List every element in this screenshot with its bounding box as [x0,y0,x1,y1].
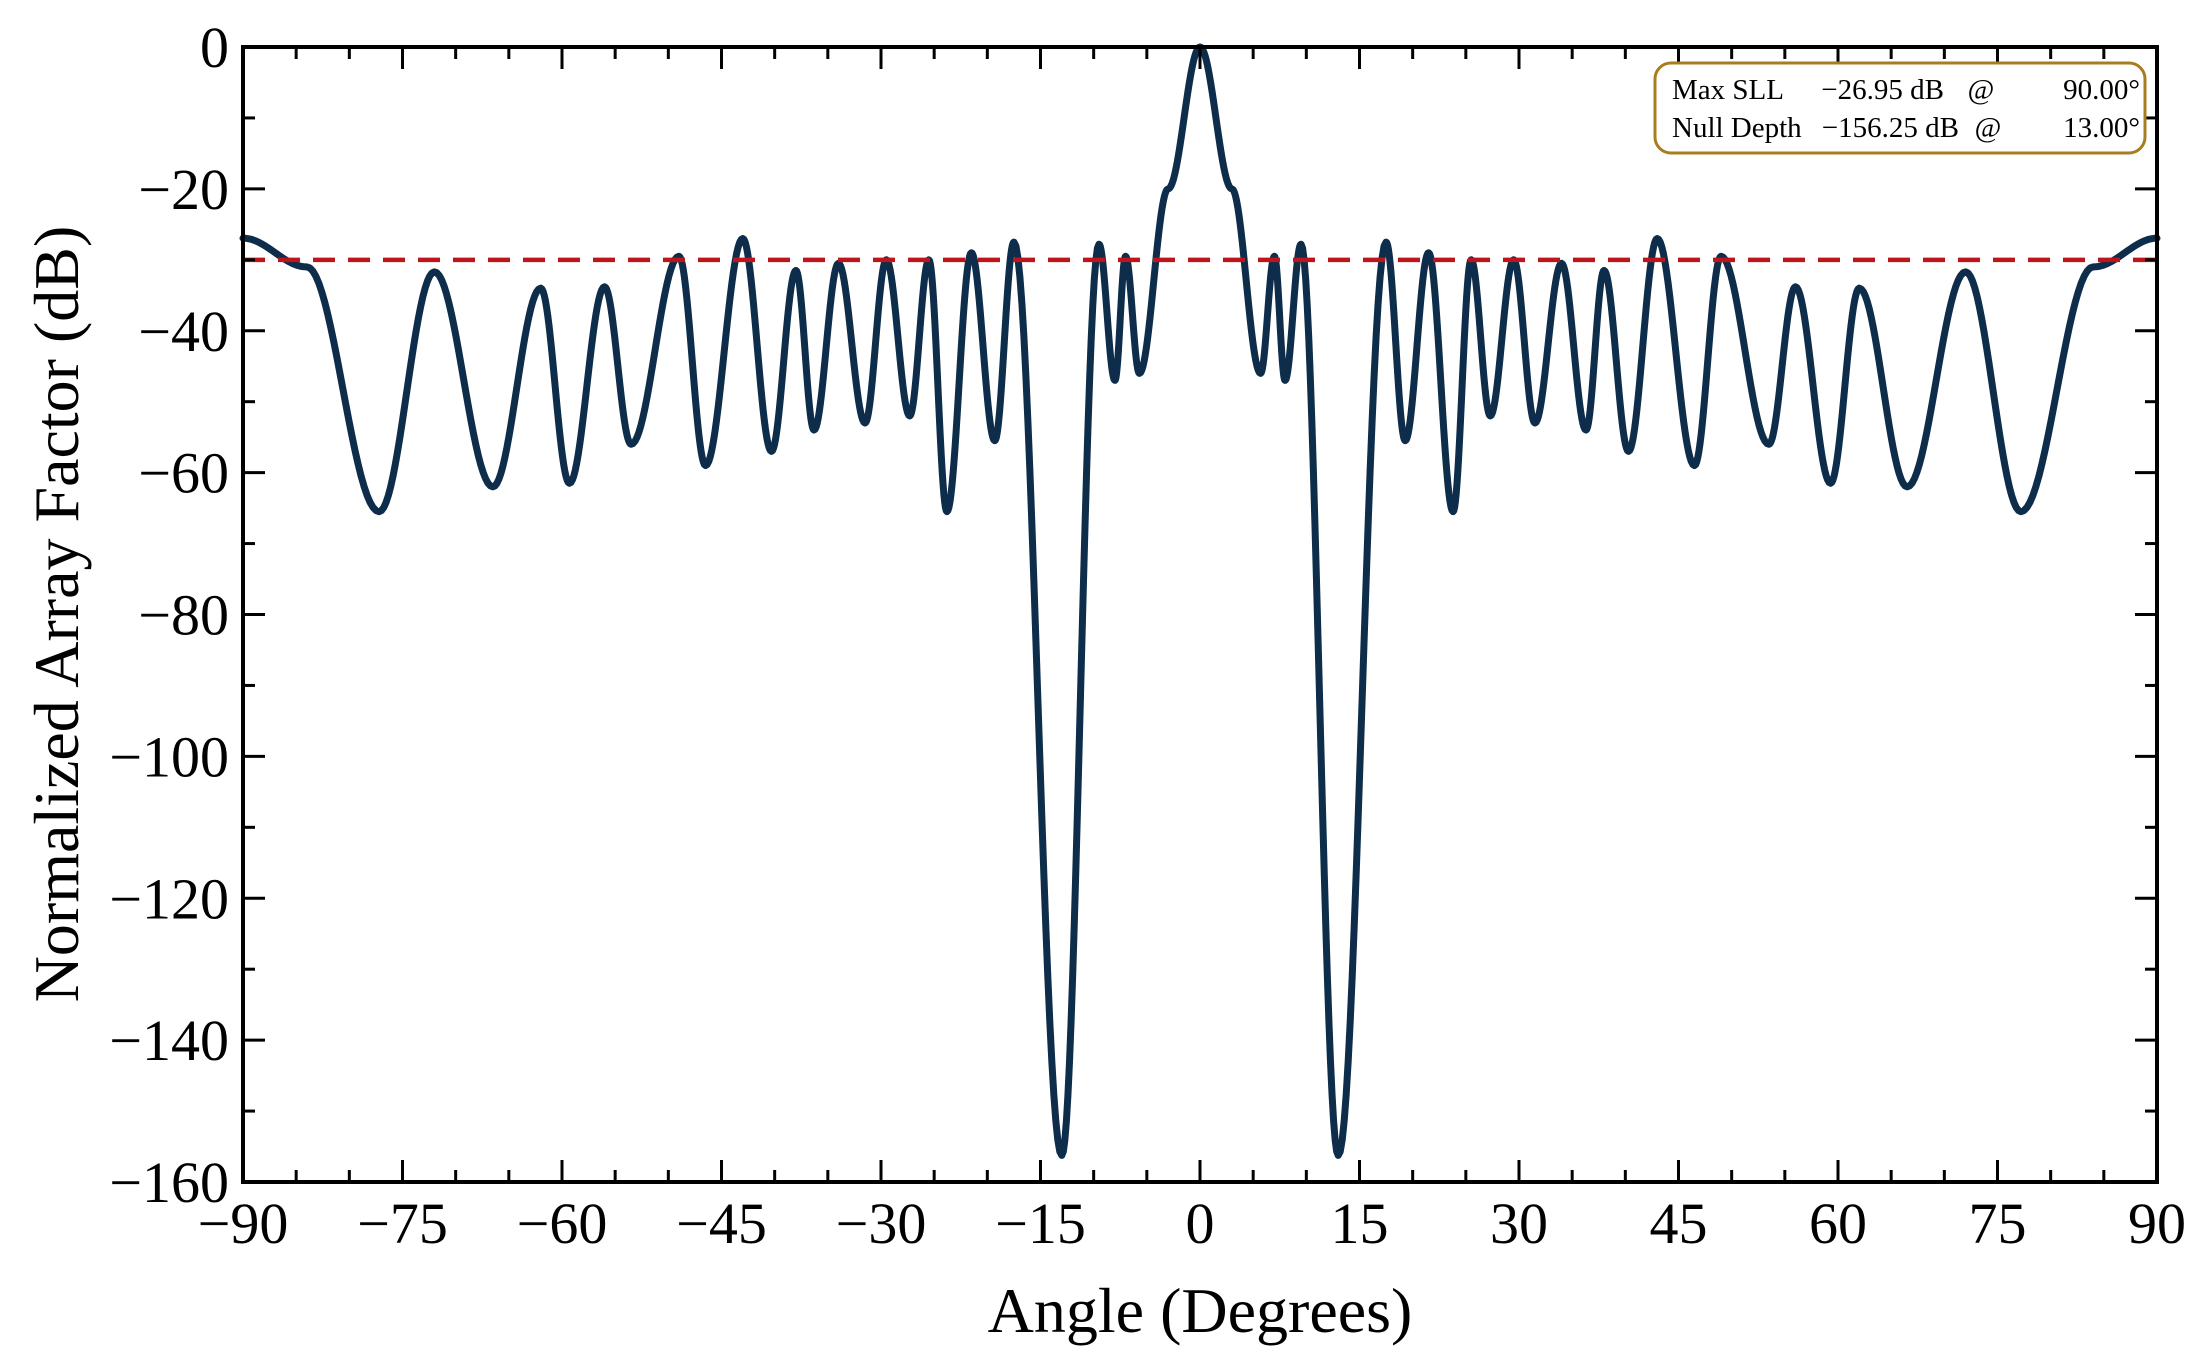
annotation-box: Max SLL −26.95 dB @ 90.00° Null Depth −1… [1653,61,2147,155]
max-sll-angle: 90.00° [2063,74,2140,106]
x-tick-label: −60 [517,1191,608,1256]
y-tick-label: 0 [200,15,229,80]
y-tick-label: −100 [109,724,229,789]
null-depth-value: −156.25 dB [1822,112,1959,144]
x-axis-title: Angle (Degrees) [988,1275,1413,1346]
x-tick-label: 45 [1650,1191,1708,1256]
x-tick-label: 15 [1331,1191,1389,1256]
plot-frame [241,45,2159,1184]
y-tick-label: −160 [109,1150,229,1215]
annotation-frame [1653,61,2147,155]
max-sll-label: Max SLL [1672,74,1784,106]
max-sll-at: @ [1968,74,1995,106]
plot-content [239,43,2161,1159]
y-tick-label: −60 [138,441,229,506]
axis-ticks [241,45,2159,1184]
pattern-line [239,43,2161,1159]
x-tick-label: −30 [836,1191,927,1256]
x-tick-label: −75 [357,1191,448,1256]
x-tick-label: −90 [198,1191,289,1256]
null-depth-at: @ [1975,112,2002,144]
y-tick-label: −40 [138,299,229,364]
x-tick-label: −15 [995,1191,1086,1256]
x-tick-label: 30 [1490,1191,1548,1256]
null-depth-label: Null Depth [1672,112,1802,144]
axis-tick-labels: −90 −75 −60 −45 −30 −15 0 15 30 45 60 75 90 0 −20 −40 −6… [109,15,2186,1256]
max-sll-value: −26.95 dB [1821,74,1944,106]
x-tick-label: 0 [1186,1191,1215,1256]
x-tick-label: 90 [2128,1191,2186,1256]
y-tick-label: −80 [138,583,229,648]
y-tick-label: −140 [109,1008,229,1073]
null-depth-angle: 13.00° [2063,112,2140,144]
x-tick-label: 75 [1969,1191,2027,1256]
y-axis-title: Normalized Array Factor (dB) [21,226,92,1003]
x-tick-label: −45 [676,1191,767,1256]
y-tick-label: −20 [138,157,229,222]
x-tick-label: 60 [1809,1191,1867,1256]
y-tick-label: −120 [109,866,229,931]
